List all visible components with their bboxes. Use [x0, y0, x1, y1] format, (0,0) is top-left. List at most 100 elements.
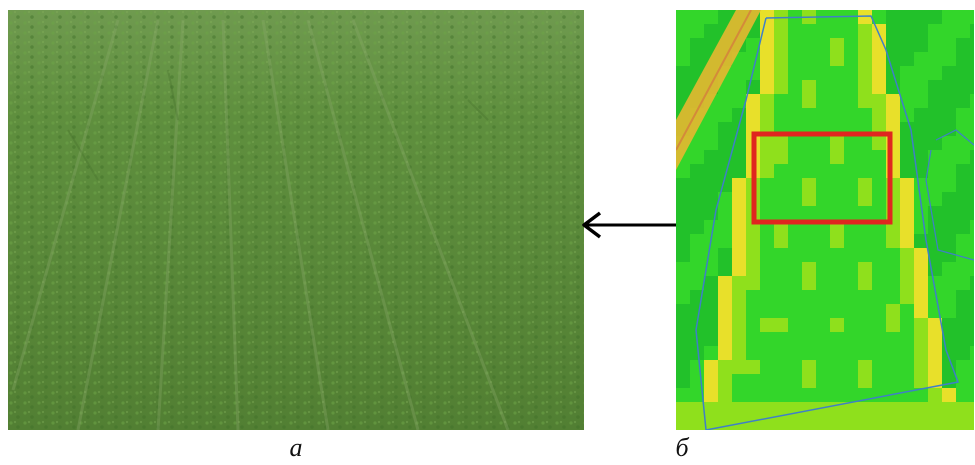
ndvi-cell	[774, 346, 789, 361]
ndvi-cell	[928, 290, 943, 305]
ndvi-cell	[676, 416, 691, 430]
ndvi-cell	[816, 38, 831, 53]
ndvi-cell	[956, 374, 971, 389]
ndvi-cell	[774, 234, 789, 249]
ndvi-cell	[956, 416, 971, 430]
ndvi-cell	[704, 402, 719, 417]
ndvi-cell	[914, 374, 929, 389]
ndvi-cell	[900, 10, 915, 25]
ndvi-cell	[956, 10, 971, 25]
ndvi-cell	[886, 262, 901, 277]
ndvi-cell	[760, 164, 775, 179]
ndvi-cell	[942, 374, 957, 389]
ndvi-cell	[788, 178, 803, 193]
ndvi-cell	[858, 318, 873, 333]
ndvi-cell	[704, 178, 719, 193]
ndvi-cell	[816, 164, 831, 179]
ndvi-cell	[872, 192, 887, 207]
ndvi-cell	[914, 318, 929, 333]
ndvi-cell	[746, 374, 761, 389]
ndvi-cell	[760, 234, 775, 249]
ndvi-cell	[802, 136, 817, 151]
ndvi-cell	[788, 290, 803, 305]
ndvi-cell	[844, 192, 859, 207]
ndvi-cell	[956, 94, 971, 109]
ndvi-cell	[942, 402, 957, 417]
ndvi-cell	[732, 192, 747, 207]
ndvi-cell	[788, 332, 803, 347]
ndvi-cell	[928, 10, 943, 25]
ndvi-cell	[676, 346, 691, 361]
ndvi-cell	[844, 290, 859, 305]
ndvi-cell	[928, 108, 943, 123]
ndvi-cell	[676, 248, 691, 263]
ndvi-cell	[830, 164, 845, 179]
ndvi-cell	[774, 206, 789, 221]
ndvi-cell	[858, 416, 873, 430]
ndvi-cell	[732, 66, 747, 81]
ndvi-cell	[928, 206, 943, 221]
ndvi-cell	[872, 360, 887, 375]
ndvi-cell	[928, 150, 943, 165]
ndvi-cell	[872, 150, 887, 165]
ndvi-cell	[774, 360, 789, 375]
ndvi-cell	[718, 402, 733, 417]
ndvi-cell	[760, 206, 775, 221]
ndvi-cell	[816, 290, 831, 305]
ndvi-cell	[844, 164, 859, 179]
ndvi-cell	[900, 178, 915, 193]
ndvi-cell	[970, 10, 974, 25]
ndvi-cell	[886, 38, 901, 53]
ndvi-cell	[676, 178, 691, 193]
ndvi-cell	[844, 80, 859, 95]
ndvi-cell	[774, 248, 789, 263]
ndvi-cell	[760, 402, 775, 417]
ndvi-cell	[676, 192, 691, 207]
ndvi-cell	[970, 248, 974, 263]
ndvi-cell	[900, 402, 915, 417]
ndvi-cell	[900, 234, 915, 249]
ndvi-cell	[886, 374, 901, 389]
ndvi-cell	[858, 24, 873, 39]
ndvi-cell	[928, 52, 943, 67]
ndvi-cell	[830, 374, 845, 389]
ndvi-cell	[718, 276, 733, 291]
ndvi-cell	[830, 276, 845, 291]
ndvi-cell	[942, 234, 957, 249]
ndvi-cell	[914, 80, 929, 95]
ndvi-cell	[928, 94, 943, 109]
ndvi-cell	[830, 248, 845, 263]
ndvi-cell	[858, 108, 873, 123]
ndvi-cell	[928, 402, 943, 417]
ndvi-cell	[942, 318, 957, 333]
ndvi-cell	[718, 248, 733, 263]
ndvi-cell	[774, 52, 789, 67]
ndvi-cell	[844, 346, 859, 361]
ndvi-cell	[746, 332, 761, 347]
ndvi-cell	[956, 388, 971, 403]
ndvi-cell	[802, 374, 817, 389]
ndvi-cell	[774, 66, 789, 81]
ndvi-cell	[746, 38, 761, 53]
ndvi-cell	[872, 136, 887, 151]
ndvi-cell	[942, 164, 957, 179]
ndvi-cell	[760, 290, 775, 305]
ndvi-cell	[718, 192, 733, 207]
ndvi-cell	[844, 304, 859, 319]
ndvi-cell	[732, 388, 747, 403]
ndvi-cell	[718, 206, 733, 221]
ndvi-cell	[732, 178, 747, 193]
ndvi-cell	[676, 332, 691, 347]
ndvi-cell	[774, 402, 789, 417]
ndvi-cell	[704, 122, 719, 137]
ndvi-cell	[830, 192, 845, 207]
ndvi-cell	[788, 66, 803, 81]
ndvi-cell	[802, 206, 817, 221]
ndvi-cell	[718, 360, 733, 375]
ndvi-cell	[690, 178, 705, 193]
ndvi-cell	[928, 136, 943, 151]
ndvi-cell	[774, 192, 789, 207]
ndvi-cell	[900, 276, 915, 291]
ndvi-cell	[942, 38, 957, 53]
ndvi-cell	[690, 24, 705, 39]
